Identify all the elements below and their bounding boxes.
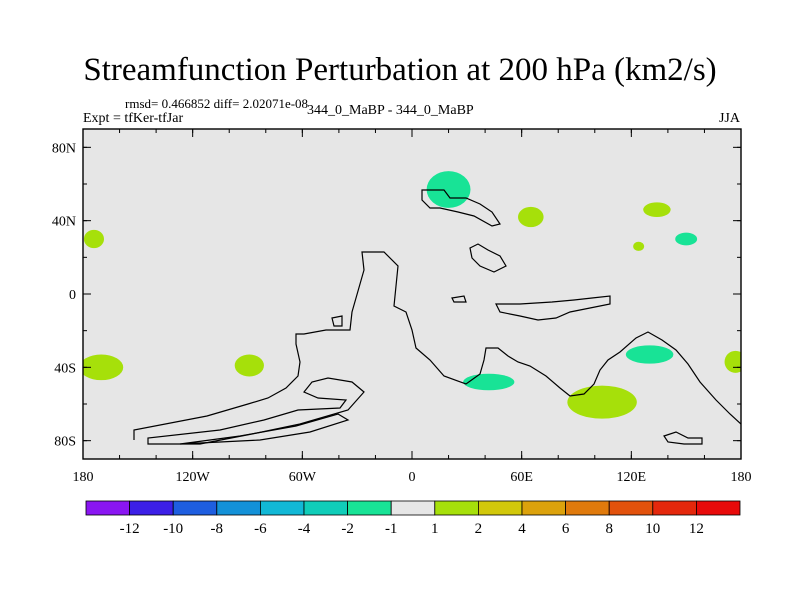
colorbar-swatch-10 <box>477 500 523 516</box>
anomaly-patch-12 <box>724 350 741 373</box>
y-tick-label: 40N <box>52 215 76 230</box>
anomaly-patch-1 <box>426 171 471 208</box>
y-axis: 80N 40N 0 40S 80S <box>52 141 741 450</box>
colorbar-swatch-13 <box>608 500 654 516</box>
colorbar-swatch-8 <box>390 500 436 516</box>
anomaly-layer <box>83 171 741 419</box>
colorbar: -12 -10 -8 -6 -4 -2 -1 1 2 4 6 8 10 12 <box>85 500 741 537</box>
stats-text: rmsd= 0.466852 diff= 2.02071e-08 <box>125 96 309 111</box>
coastline-3 <box>179 413 350 445</box>
experiment-label: Expt = tfKer-tfJar <box>83 111 184 126</box>
colorbar-label: -4 <box>298 521 311 537</box>
x-axis: 180 120W 60W 0 60E 120E 180 <box>73 129 752 485</box>
anomaly-patch-8 <box>234 354 264 377</box>
x-tick-label: 180 <box>731 470 752 485</box>
anomaly-patch-10 <box>567 385 637 419</box>
coastline-5 <box>469 243 507 273</box>
x-tick-label: 60E <box>510 470 533 485</box>
colorbar-swatch-4 <box>216 500 261 516</box>
coastline-2 <box>147 377 365 445</box>
colorbar-label: 10 <box>645 521 660 537</box>
case-label: 344_0_MaBP - 344_0_MaBP <box>307 103 474 118</box>
coastline-6 <box>495 295 611 321</box>
x-tick-label: 120E <box>617 470 647 485</box>
colorbar-swatch-2 <box>129 500 174 516</box>
colorbar-label: 8 <box>605 521 613 537</box>
anomaly-patch-11 <box>625 345 674 364</box>
colorbar-swatch-7 <box>347 500 392 516</box>
colorbar-label: 1 <box>431 521 439 537</box>
coastline-layer <box>133 189 741 445</box>
colorbar-swatch-11 <box>521 500 566 516</box>
colorbar-label: -2 <box>341 521 354 537</box>
anomaly-patch-4 <box>675 232 698 246</box>
colorbar-label: 4 <box>518 521 526 537</box>
anomaly-patch-5 <box>633 241 645 251</box>
plot-background <box>83 129 741 459</box>
colorbar-swatch-9 <box>434 500 479 516</box>
x-tick-label: 180 <box>73 470 94 485</box>
colorbar-label: 6 <box>562 521 570 537</box>
anomaly-patch-2 <box>518 206 544 228</box>
season-label: JJA <box>718 111 740 126</box>
colorbar-swatch-5 <box>259 500 305 516</box>
x-tick-label: 60W <box>289 470 317 485</box>
colorbar-label: 2 <box>475 521 483 537</box>
colorbar-swatch-15 <box>696 500 741 516</box>
coastline-9 <box>451 295 467 303</box>
anomaly-patch-6 <box>83 229 105 249</box>
colorbar-label: 12 <box>689 521 704 537</box>
anomaly-patch-9 <box>463 373 515 391</box>
x-tick-label: 120W <box>176 470 211 485</box>
coastline-4 <box>421 189 501 227</box>
colorbar-label: -8 <box>211 521 224 537</box>
coastline-7 <box>663 431 703 445</box>
colorbar-label: -1 <box>385 521 398 537</box>
y-tick-label: 40S <box>54 361 76 376</box>
y-tick-label: 80N <box>52 141 76 156</box>
anomaly-patch-3 <box>643 202 671 218</box>
y-tick-label: 0 <box>69 288 76 303</box>
colorbar-label: -12 <box>120 521 140 537</box>
colorbar-swatch-1 <box>85 500 130 516</box>
anomaly-patch-7 <box>83 354 124 381</box>
chart-title: Streamfunction Perturbation at 200 hPa (… <box>83 52 717 88</box>
coastline-8 <box>331 315 343 327</box>
colorbar-label: -10 <box>163 521 183 537</box>
colorbar-swatch-12 <box>565 500 610 516</box>
colorbar-label: -6 <box>254 521 267 537</box>
x-tick-label: 0 <box>409 470 416 485</box>
y-tick-label: 80S <box>54 435 76 450</box>
colorbar-swatch-14 <box>652 500 697 516</box>
colorbar-swatch-3 <box>172 500 218 516</box>
colorbar-swatch-6 <box>303 500 348 516</box>
coastline-1 <box>133 251 741 440</box>
